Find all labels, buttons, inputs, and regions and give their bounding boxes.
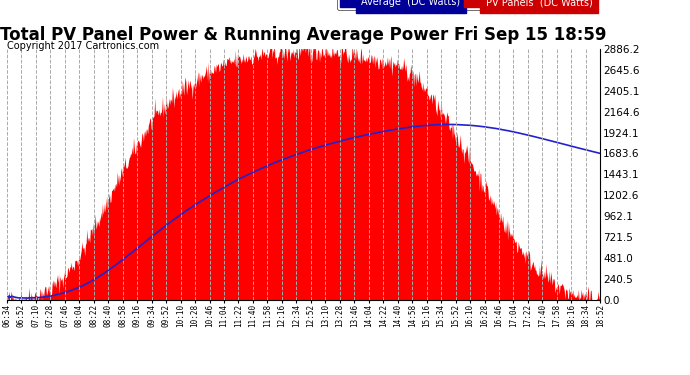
Text: Total PV Panel Power & Running Average Power Fri Sep 15 18:59: Total PV Panel Power & Running Average P… <box>1 26 607 44</box>
Legend: Average  (DC Watts), PV Panels  (DC Watts): Average (DC Watts), PV Panels (DC Watts) <box>337 0 595 10</box>
Text: Copyright 2017 Cartronics.com: Copyright 2017 Cartronics.com <box>7 41 159 51</box>
